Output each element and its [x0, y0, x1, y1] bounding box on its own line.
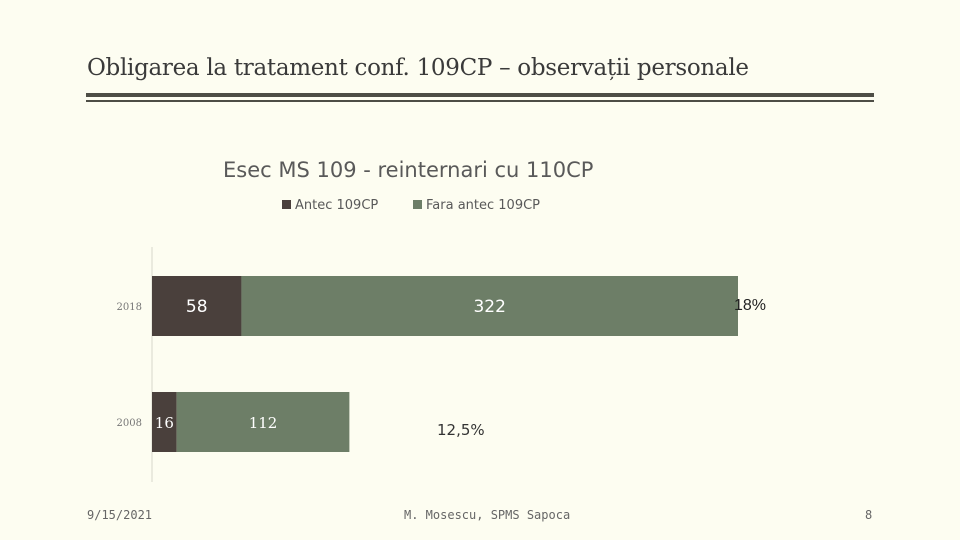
data-label-2018-series-2: 322 [473, 297, 505, 317]
data-label-2008-series-1: 16 [155, 414, 174, 432]
data-label-2018-series-1: 58 [186, 297, 208, 317]
title-underline-thin [86, 100, 874, 102]
bar-2008-series-1 [152, 392, 177, 452]
bar-2018-series-1 [152, 276, 242, 336]
footer-page-number: 8 [865, 508, 873, 522]
bar-2018-series-2 [241, 276, 738, 336]
footer-date: 9/15/2021 [87, 508, 153, 522]
title-underline-thick [86, 93, 874, 97]
data-label-2008-series-2: 112 [249, 414, 278, 432]
annotation-2008-percent: 12,5% [437, 421, 485, 439]
annotation-2018-percent: 18% [734, 297, 766, 314]
legend-swatch-antec [282, 200, 291, 209]
chart-legend: Antec 109CP Fara antec 109CP [282, 198, 540, 213]
bars: 58 322 16 112 [152, 276, 738, 452]
legend-label-fara-antec: Fara antec 109CP [426, 198, 540, 213]
slide-title: Obligarea la tratament conf. 109CP – obs… [87, 55, 749, 81]
footer-author: M. Mosescu, SPMS Sapoca [404, 508, 571, 522]
legend-swatch-fara-antec [413, 200, 422, 209]
chart-title: Esec MS 109 - reinternari cu 110CP [223, 158, 593, 182]
tick-label-2018: 2018 [117, 302, 142, 313]
legend-label-antec: Antec 109CP [295, 198, 378, 213]
bar-2008-series-2 [176, 392, 350, 452]
tick-label-2008: 2008 [117, 418, 142, 429]
